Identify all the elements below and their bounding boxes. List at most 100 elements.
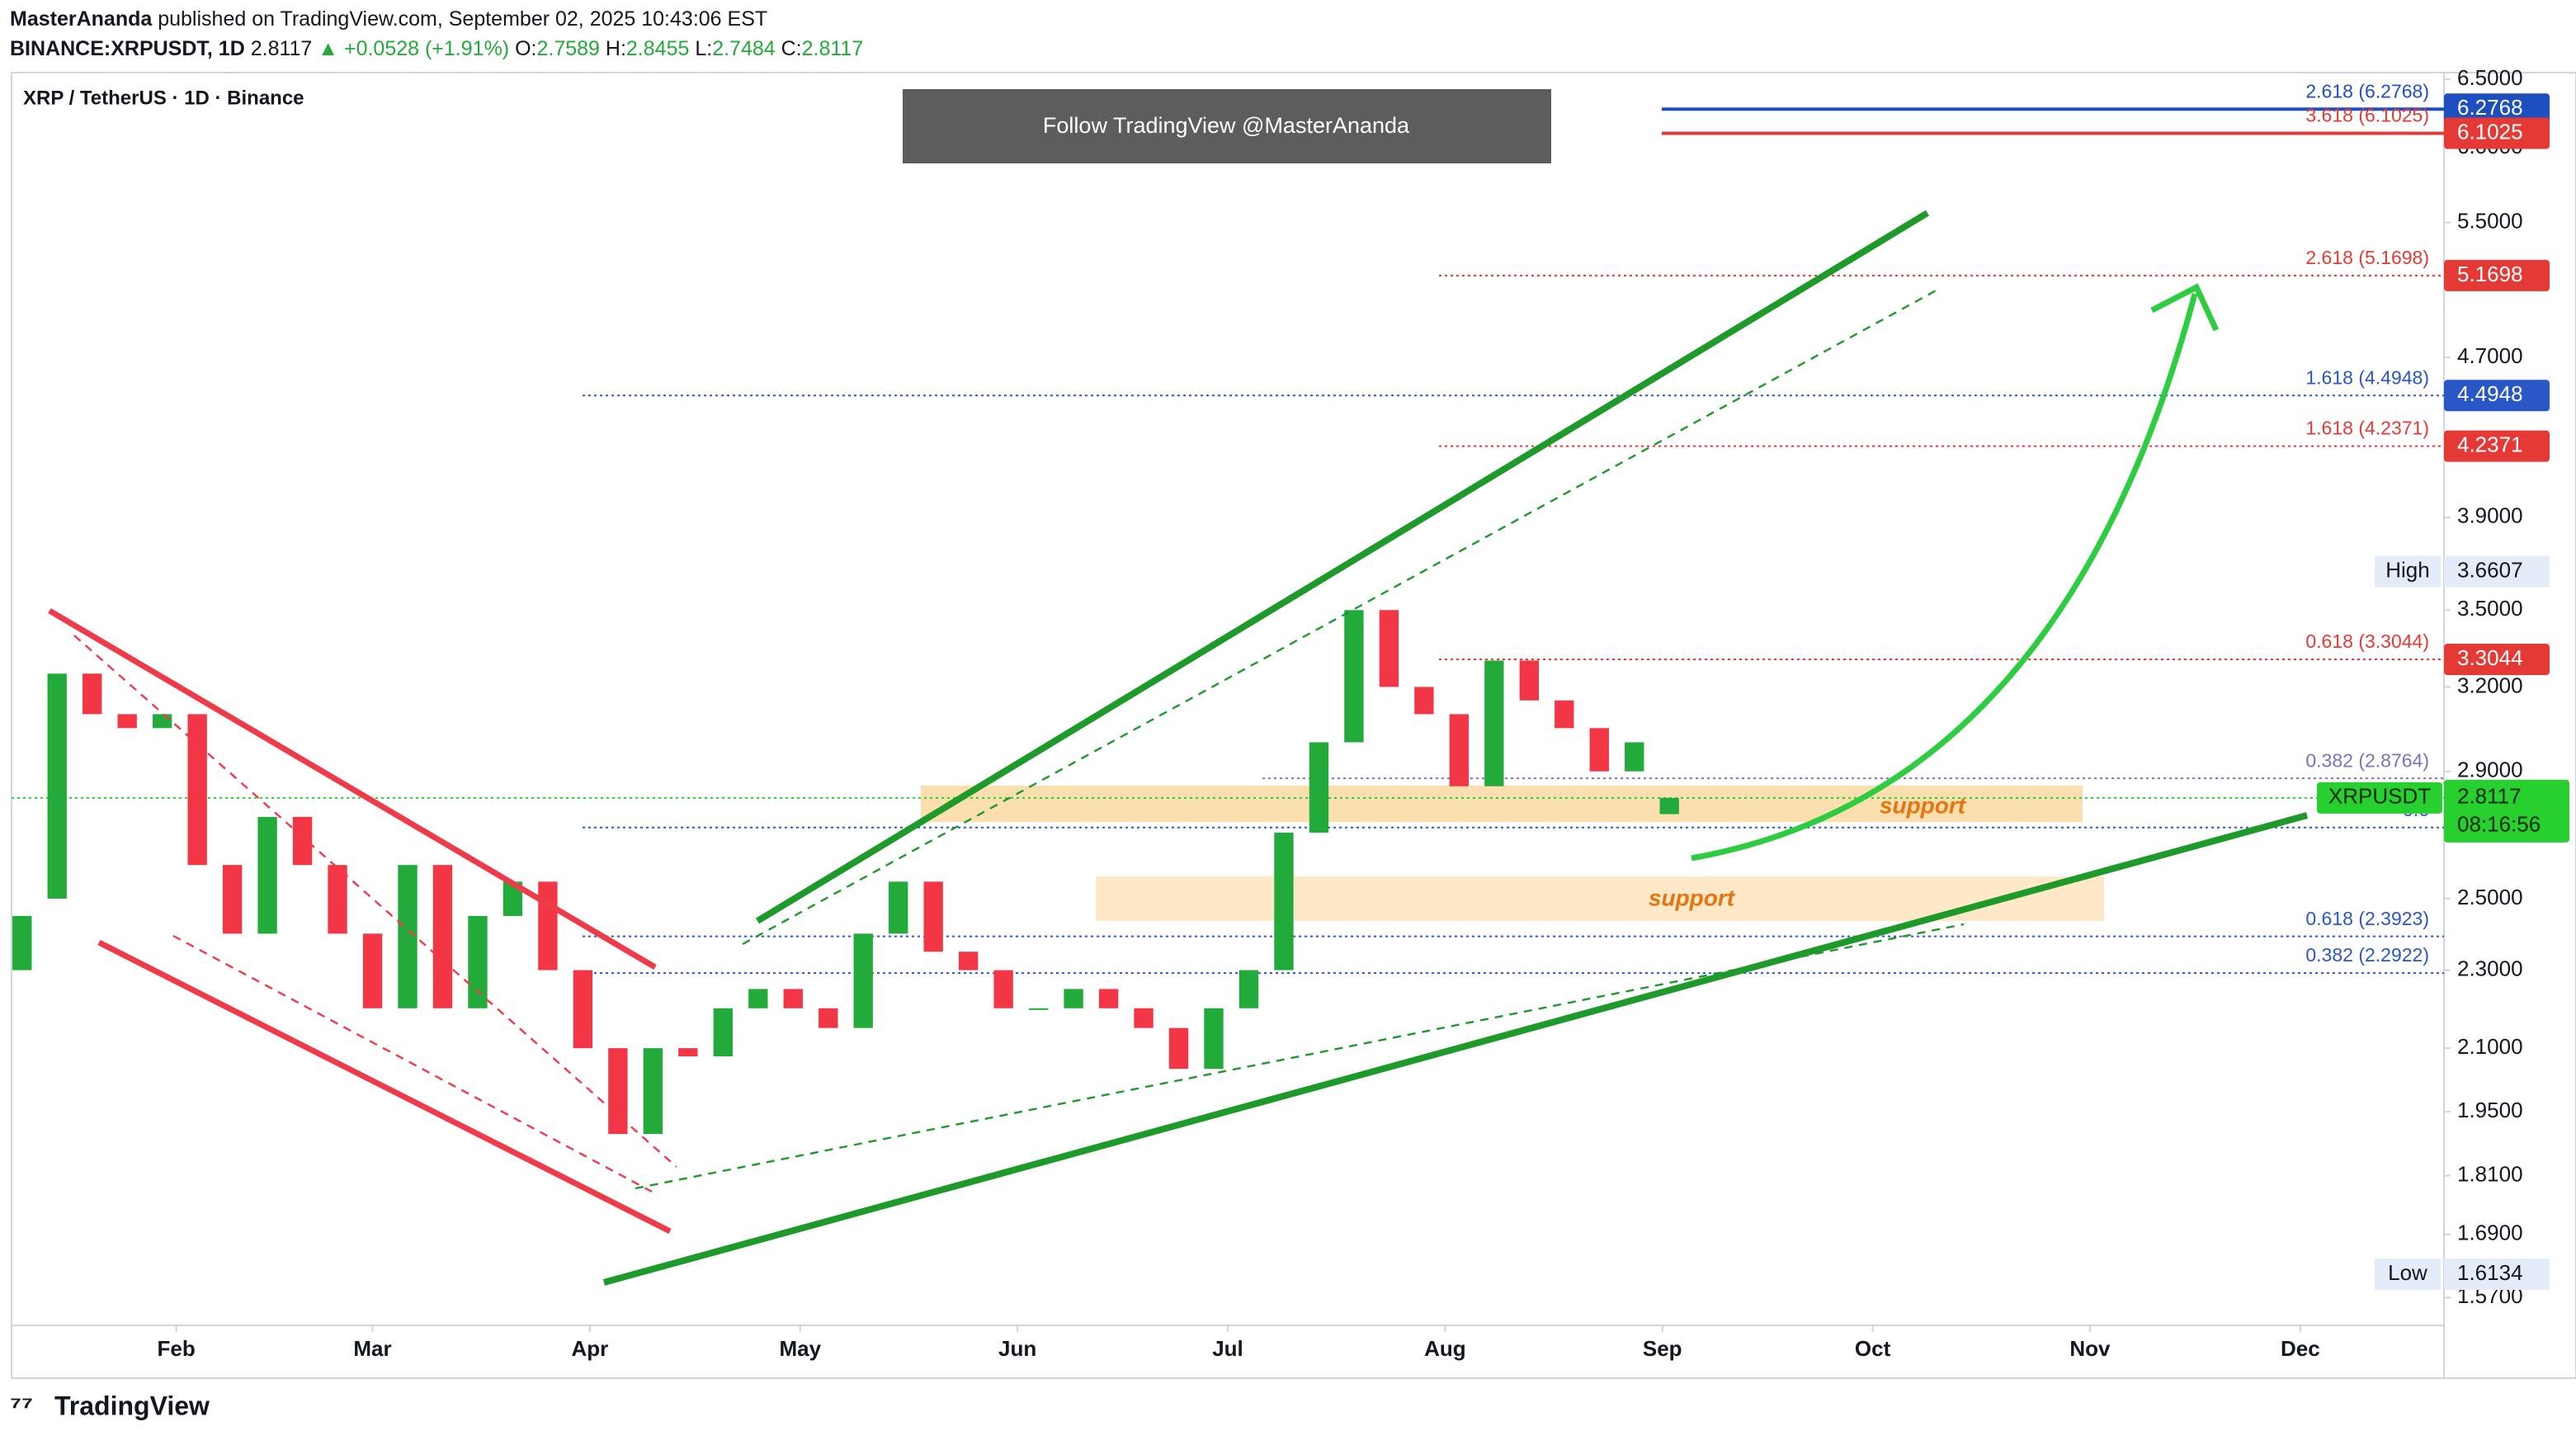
trendline-dashed: [742, 287, 1940, 946]
candle-body: [1414, 687, 1434, 715]
current-price-text: 2.8117: [2457, 784, 2522, 809]
candle-body: [889, 881, 908, 934]
y-tick-label: 3.2000: [2457, 673, 2523, 697]
channel-line: [48, 607, 657, 971]
candle-body: [853, 933, 873, 1028]
x-tick-label: Jun: [998, 1336, 1036, 1361]
low-label: Low: [2388, 1260, 2427, 1285]
fib-label: 2.618 (6.2768): [2305, 80, 2429, 102]
chart-title: XRP / TetherUS · 1D · Binance: [23, 87, 304, 109]
candle-body: [398, 865, 418, 1008]
price-tag-text: 5.1698: [2457, 262, 2523, 286]
ohlc-key: L:: [695, 37, 712, 60]
price-tag: [2444, 430, 2550, 462]
candle-body: [1625, 742, 1644, 772]
price-tag-text: 4.4948: [2457, 381, 2523, 406]
trendline: [755, 210, 1930, 924]
fib-label: 0.618 (2.3923): [2305, 908, 2429, 929]
y-tick-label: 5.5000: [2457, 208, 2523, 233]
candle-body: [1028, 1008, 1049, 1010]
x-tick-label: Dec: [2281, 1336, 2320, 1361]
low-tag: [2444, 1259, 2550, 1291]
y-tick-label: 4.7000: [2457, 343, 2523, 368]
price-tag-text: 3.3044: [2457, 645, 2523, 670]
high-label: High: [2385, 557, 2429, 582]
levels: 2.618 (6.2768) 3.618 (6.1025) 2.618 (5.169…: [12, 80, 2444, 975]
y-tick-label: 2.1000: [2457, 1034, 2523, 1059]
symbol-line: BINANCE:XRPUSDT, 1D 2.8117 ▲ +0.0528 (+1…: [10, 37, 863, 60]
candle-body: [502, 881, 523, 916]
support-zone: [1096, 876, 2104, 921]
candle-body: [573, 970, 593, 1049]
candle-body: [1168, 1027, 1189, 1070]
x-tick-label: Jul: [1212, 1336, 1243, 1361]
x-tick-label: Mar: [353, 1336, 391, 1361]
candle-body: [958, 952, 979, 971]
candle-body: [1064, 989, 1083, 1008]
fib-label: 2.618 (5.1698): [2305, 247, 2429, 268]
candle-body: [748, 989, 768, 1008]
price-tag-text: 4.2371: [2457, 432, 2523, 457]
candle-body: [1659, 797, 1679, 815]
y-tick-label: 3.9000: [2457, 503, 2523, 528]
candle-body: [1344, 610, 1364, 743]
candle-body: [1309, 742, 1329, 833]
candle-body: [678, 1048, 698, 1057]
x-tick-label: Sep: [1643, 1336, 1682, 1361]
ohlc-key: H:: [606, 37, 626, 60]
candle-body: [923, 881, 943, 952]
y-tick-label: 1.9500: [2457, 1098, 2523, 1122]
x-tick-label: Oct: [1855, 1336, 1891, 1361]
candle-body: [1589, 728, 1609, 772]
banner-text: Follow TradingView @MasterAnanda: [1043, 113, 1410, 138]
banner: [903, 89, 1551, 163]
candle-body: [47, 673, 67, 899]
arrow-head: [2150, 283, 2220, 332]
channel-dashed: [172, 934, 653, 1193]
candle-body: [1379, 610, 1399, 687]
candle-body: [1098, 989, 1119, 1008]
candle-body: [643, 1048, 663, 1135]
y-tick-label: 2.5000: [2457, 885, 2523, 909]
candle-body: [993, 970, 1013, 1008]
x-tick-label: May: [779, 1336, 821, 1361]
high-tag: [2444, 555, 2550, 588]
low-tag-text: 1.6134: [2457, 1260, 2523, 1285]
candle-body: [152, 714, 172, 729]
high-tag-text: 3.6607: [2457, 557, 2523, 582]
candle-body: [1134, 1008, 1154, 1028]
published: published on TradingView.com, September …: [158, 7, 767, 31]
y-tick-label: 2.9000: [2457, 758, 2523, 782]
price-tag: [2444, 644, 2550, 676]
high-label-box: [2375, 555, 2441, 588]
y-tick-label: 1.8100: [2457, 1161, 2523, 1186]
candle-body: [83, 673, 102, 715]
price-tag: [2444, 259, 2550, 291]
low-label-box: [2375, 1259, 2441, 1291]
channel-line: [97, 939, 672, 1235]
candle-body: [222, 865, 243, 934]
trendline-dashed: [635, 923, 1965, 1190]
x-tick-label: Feb: [158, 1336, 196, 1361]
ohlc-value: 2.7484: [712, 37, 776, 60]
fib-label: 1.618 (4.2371): [2305, 418, 2429, 439]
support-zone: [921, 786, 2083, 822]
last: 2.8117: [251, 37, 313, 60]
ohlc-key: C:: [781, 37, 802, 60]
y-tick-label: 6.5000: [2457, 65, 2523, 90]
price-tag-text: 6.1025: [2457, 119, 2523, 144]
ohlc-key: O:: [515, 37, 536, 60]
logo-mark: ⁷⁷: [10, 1391, 33, 1422]
current-price-tag: [2444, 779, 2569, 843]
price-tag: [2444, 93, 2550, 125]
candle-body: [1204, 1008, 1224, 1070]
fib-label: 0.618 (3.3044): [2305, 630, 2429, 652]
support-zones: [921, 786, 2104, 921]
trendline: [602, 812, 2309, 1286]
candle-body: [783, 989, 803, 1008]
candle-body: [1484, 660, 1504, 786]
candle-body: [257, 816, 277, 934]
ohlc-value: 2.7589: [536, 37, 599, 60]
price-tag: [2444, 380, 2550, 412]
